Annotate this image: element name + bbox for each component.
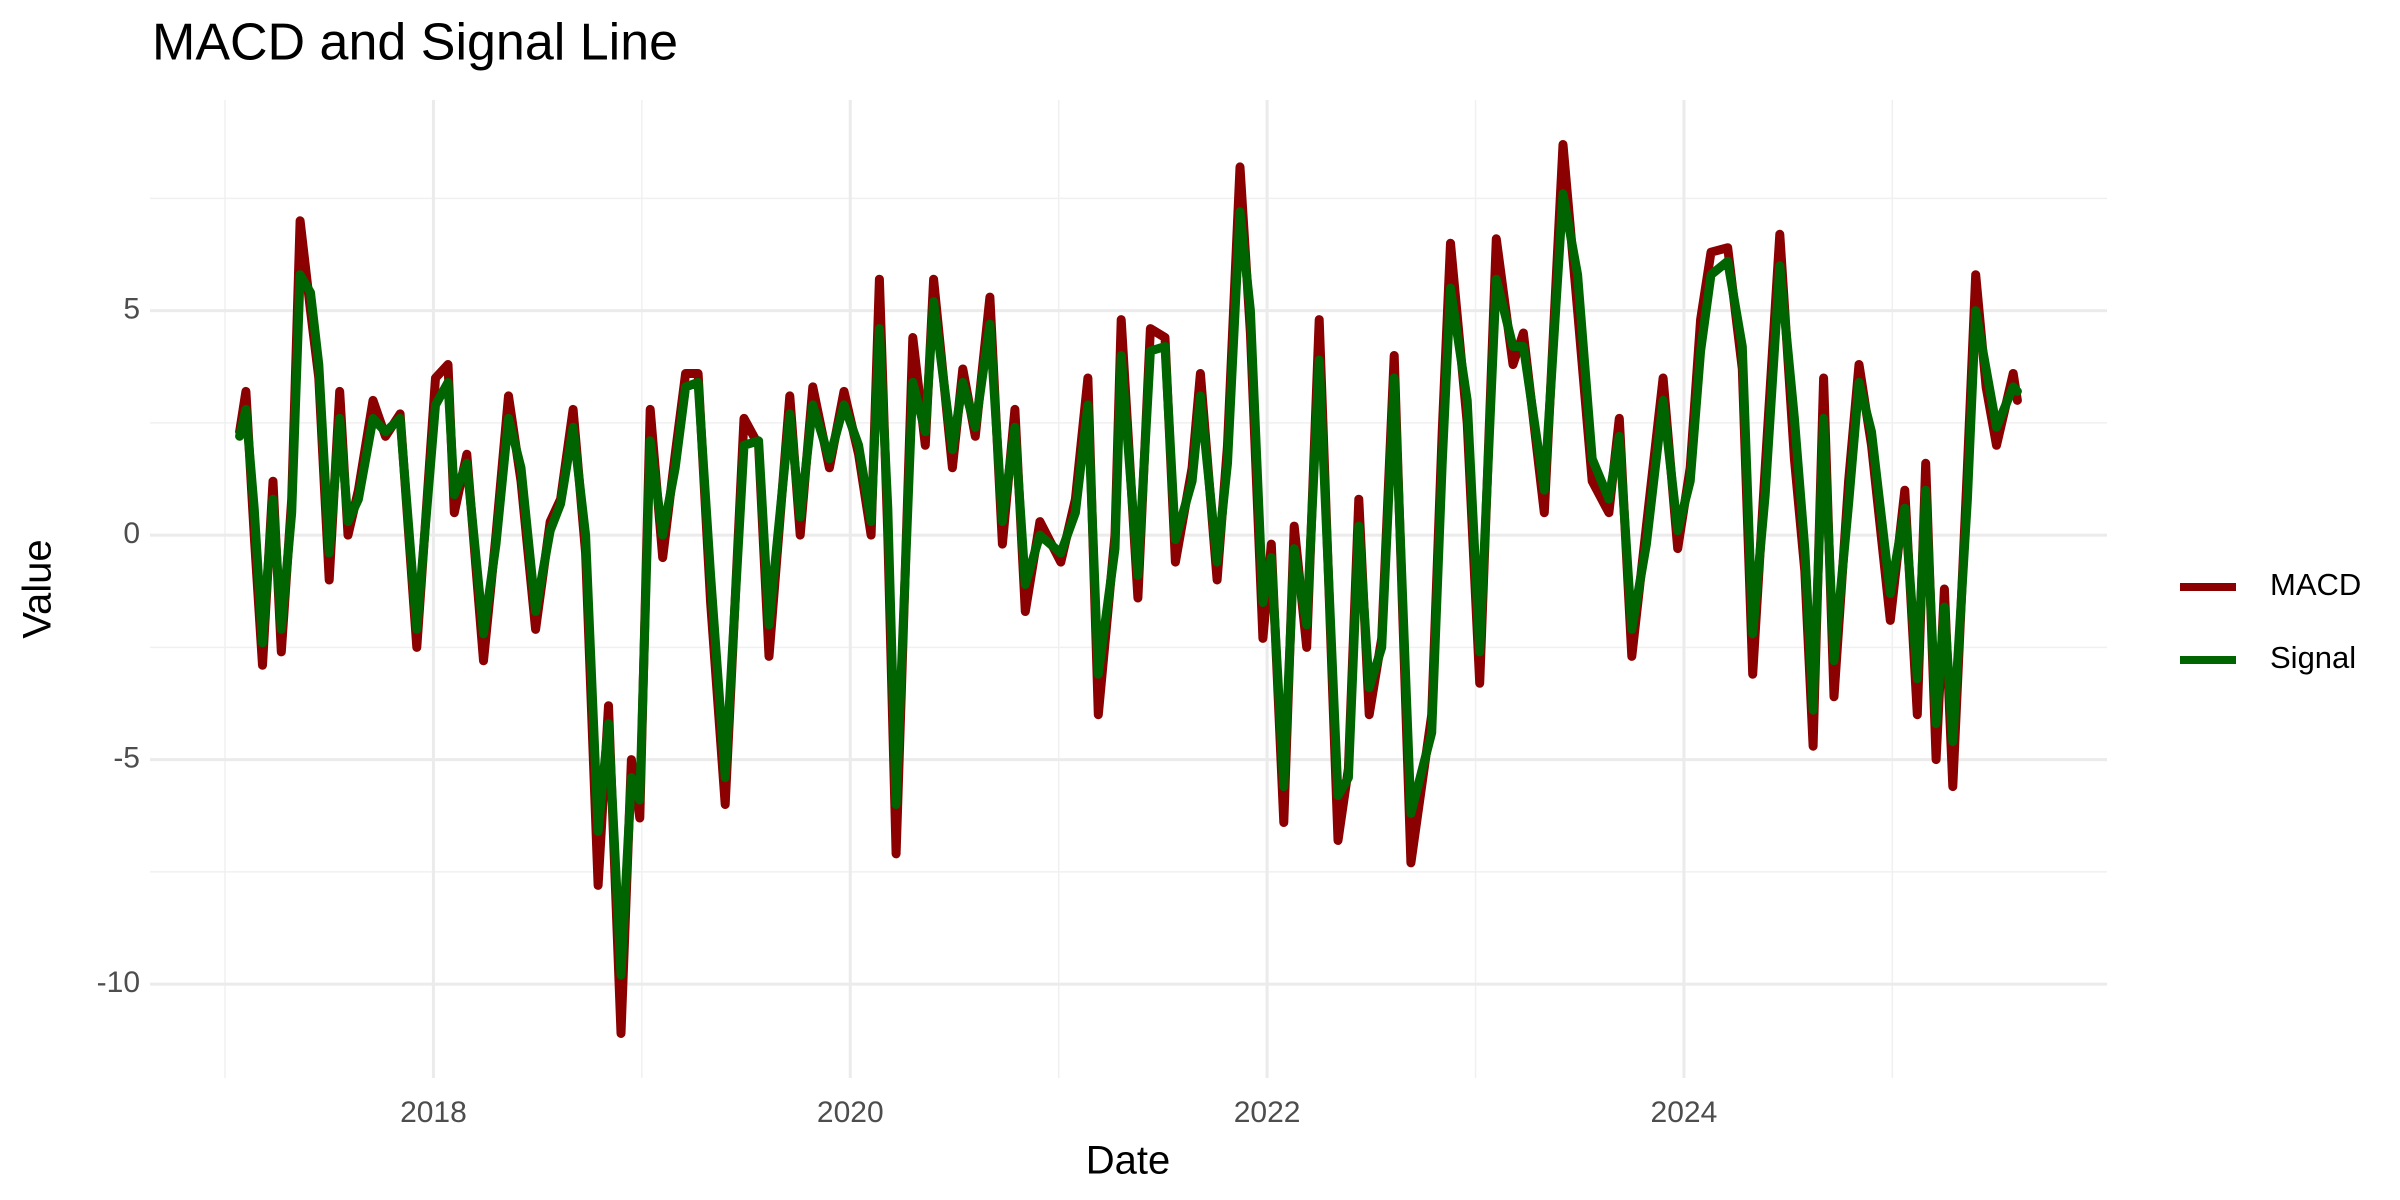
x-tick-label: 2024 <box>1651 1096 1718 1129</box>
x-tick-label: 2018 <box>400 1096 467 1129</box>
y-tick-label: 0 <box>123 517 140 550</box>
legend-label: Signal <box>2270 640 2356 675</box>
y-tick-label: -5 <box>113 742 140 775</box>
x-tick-label: 2022 <box>1234 1096 1301 1129</box>
y-tick-label: 5 <box>123 293 140 326</box>
x-axis-label: Date <box>1086 1139 1171 1183</box>
series-line <box>235 189 2022 980</box>
x-tick-label: 2020 <box>817 1096 884 1129</box>
legend-label: MACD <box>2270 567 2361 602</box>
y-axis-label: Value <box>16 539 60 638</box>
y-tick-label: -10 <box>97 966 140 999</box>
chart-title: MACD and Signal Line <box>152 14 678 72</box>
